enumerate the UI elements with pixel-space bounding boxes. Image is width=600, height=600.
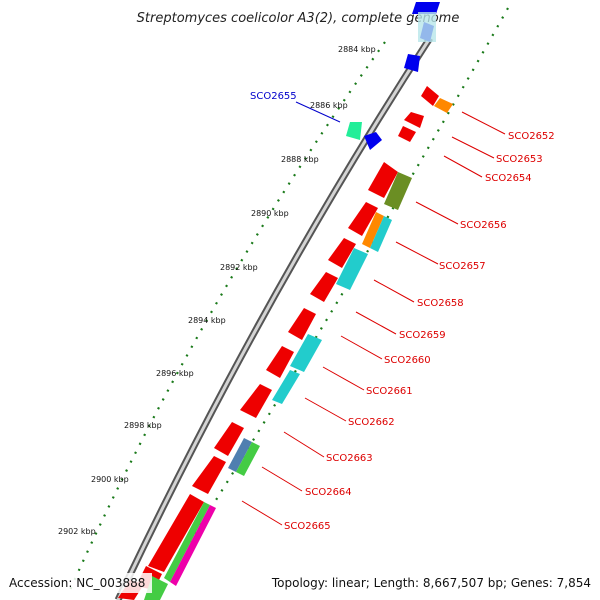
topology-text: Topology: linear; Length: 8,667,507 bp; … — [271, 576, 591, 590]
map-title: Streptomyces coelicolor A3(2), complete … — [137, 11, 460, 26]
gene-block[interactable] — [418, 12, 436, 42]
gene-block[interactable] — [290, 334, 322, 372]
kbp-label: 2902 kbp — [58, 527, 96, 536]
gene-arrow[interactable] — [404, 54, 420, 72]
kbp-label: 2884 kbp — [338, 45, 376, 54]
kbp-labels: 2884 kbp 2886 kbp 2888 kbp 2890 kbp 2892… — [58, 45, 376, 536]
footer-left-bg — [4, 573, 152, 593]
gene-arrow[interactable] — [192, 456, 226, 494]
gene-block[interactable] — [228, 438, 252, 472]
gene-arrow[interactable] — [348, 202, 378, 236]
gene-block[interactable] — [362, 212, 384, 248]
gene-label[interactable]: SCO2656 — [460, 220, 507, 231]
gene-arrow[interactable] — [310, 272, 338, 302]
gene-arrow[interactable] — [434, 98, 453, 113]
kbp-label: 2896 kbp — [156, 369, 194, 378]
outer-tick-ring — [68, 41, 386, 591]
gene-arrow[interactable] — [346, 122, 362, 140]
gene-block[interactable] — [370, 216, 392, 252]
kbp-label: 2898 kbp — [124, 421, 162, 430]
kbp-label: 2894 kbp — [188, 316, 226, 325]
gene-label[interactable]: SCO2664 — [305, 487, 352, 498]
gene-label-sco2655[interactable]: SCO2655 — [250, 91, 297, 102]
gene-block[interactable] — [384, 172, 412, 210]
kbp-label: 2900 kbp — [91, 475, 129, 484]
gene-arrow[interactable] — [214, 422, 244, 456]
gene-label[interactable]: SCO2665 — [284, 521, 331, 532]
gene-arrow[interactable] — [398, 126, 416, 142]
gene-block[interactable] — [170, 505, 216, 586]
accession-text: Accession: NC_003888 — [9, 576, 145, 590]
gene-label[interactable]: SCO2652 — [508, 131, 555, 142]
label-leader-blue — [295, 101, 341, 123]
gene-arrow[interactable] — [364, 132, 382, 150]
gene-label[interactable]: SCO2657 — [439, 261, 486, 272]
gene-arrow[interactable] — [266, 346, 294, 378]
genome-backbone-highlight — [116, 37, 432, 600]
gene-label[interactable]: SCO2654 — [485, 173, 532, 184]
gene-features — [118, 2, 453, 600]
gene-label[interactable]: SCO2653 — [496, 154, 543, 165]
kbp-label: 2892 kbp — [220, 263, 258, 272]
gene-arrow[interactable] — [288, 308, 316, 340]
gene-arrow[interactable] — [412, 2, 440, 14]
gene-block[interactable] — [164, 502, 210, 582]
gene-label[interactable]: SCO2663 — [326, 453, 373, 464]
gene-arrow[interactable] — [368, 162, 398, 198]
gene-arrow[interactable] — [421, 86, 439, 106]
gene-label[interactable]: SCO2661 — [366, 386, 413, 397]
label-leaders — [241, 111, 506, 526]
genome-backbone — [114, 36, 433, 600]
gene-labels-right: SCO2652 SCO2653 SCO2654 SCO2656 SCO2657 … — [284, 131, 555, 532]
kbp-label: 2886 kbp — [310, 101, 348, 110]
gene-label[interactable]: SCO2658 — [417, 298, 464, 309]
gene-block[interactable] — [272, 370, 300, 404]
gene-block[interactable] — [236, 442, 260, 476]
gene-label[interactable]: SCO2662 — [348, 417, 395, 428]
kbp-label: 2890 kbp — [251, 209, 289, 218]
gene-arrow[interactable] — [328, 238, 356, 268]
gene-label[interactable]: SCO2659 — [399, 330, 446, 341]
kbp-label: 2888 kbp — [281, 155, 319, 164]
gene-arrow[interactable] — [240, 384, 272, 418]
gene-arrow[interactable] — [148, 494, 204, 572]
gene-arrow[interactable] — [404, 112, 424, 128]
gene-label[interactable]: SCO2660 — [384, 355, 431, 366]
gene-block[interactable] — [336, 248, 368, 290]
